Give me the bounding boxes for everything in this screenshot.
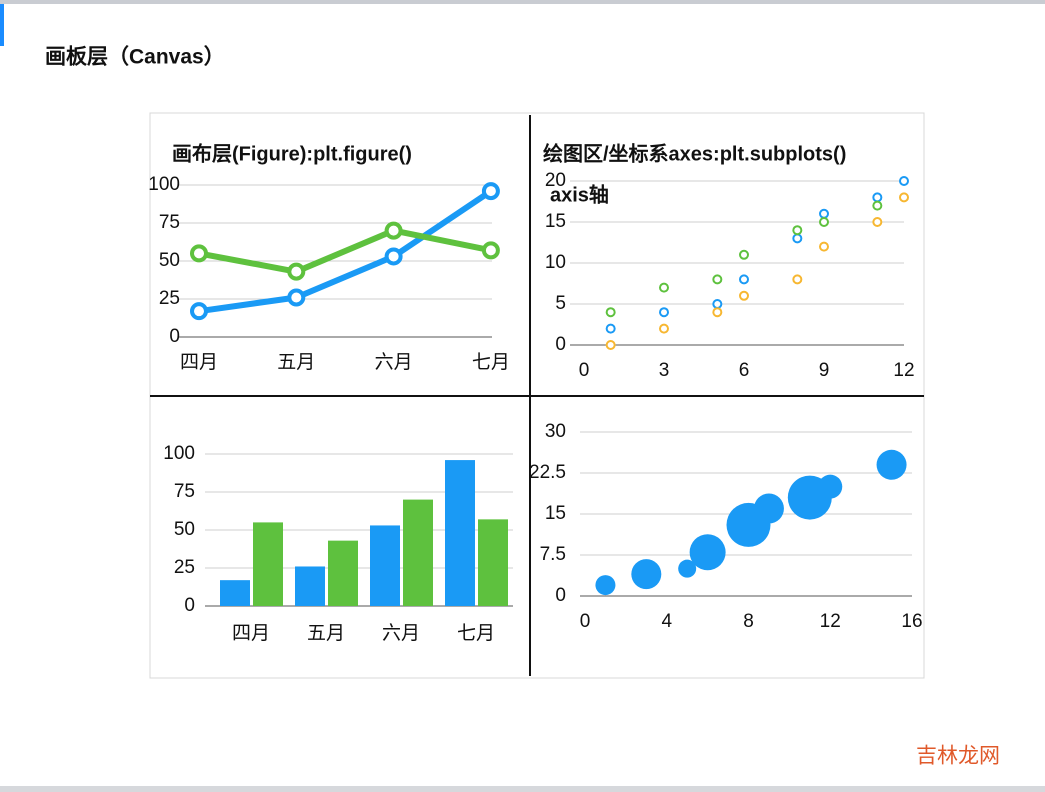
- x-tick-label: 四月: [180, 352, 218, 373]
- y-tick-label: 30: [545, 421, 566, 442]
- annotation: axis轴: [550, 182, 609, 206]
- point: [659, 323, 669, 334]
- bar: [253, 522, 283, 606]
- x-tick-label: 8: [743, 611, 754, 632]
- point: [712, 299, 723, 309]
- marker: [287, 262, 306, 281]
- point: [819, 208, 829, 219]
- bar: [295, 566, 325, 606]
- point: [899, 176, 909, 186]
- point: [819, 217, 829, 227]
- y-tick-label: 10: [545, 252, 566, 273]
- marker: [287, 288, 306, 307]
- y-tick-label: 25: [174, 557, 195, 578]
- x-tick-label: 四月: [232, 623, 270, 644]
- y-tick-label: 0: [555, 334, 566, 355]
- bubble: [595, 575, 616, 596]
- y-tick-label: 75: [159, 212, 180, 233]
- point: [872, 217, 883, 227]
- watermark: 吉林龙网: [916, 745, 1000, 768]
- chart-title: 画布层(Figure):plt.figure(): [172, 141, 412, 165]
- x-tick-label: 0: [580, 611, 591, 632]
- x-tick-label: 4: [661, 611, 672, 632]
- chart-title: 绘图区/坐标系axes:plt.subplots(): [543, 141, 846, 165]
- x-tick-label: 9: [819, 360, 830, 381]
- marker: [384, 221, 403, 240]
- marker: [190, 244, 208, 263]
- x-tick-label: 五月: [277, 352, 315, 373]
- bubble: [753, 493, 784, 524]
- point: [819, 241, 829, 252]
- bar: [478, 519, 508, 606]
- point: [712, 274, 723, 285]
- x-tick-label: 六月: [382, 622, 420, 644]
- bar: [220, 580, 250, 606]
- marker: [481, 241, 500, 260]
- x-tick-label: 16: [901, 611, 922, 632]
- y-tick-label: 5: [555, 293, 566, 314]
- line: [198, 188, 493, 315]
- y-tick-label: 75: [174, 481, 195, 502]
- x-tick-label: 六月: [375, 351, 413, 373]
- point: [872, 192, 883, 203]
- point: [739, 274, 749, 285]
- bubble: [818, 474, 843, 499]
- y-tick-label: 50: [159, 250, 180, 271]
- y-tick-label: 0: [555, 585, 566, 606]
- left-accent: [0, 4, 4, 46]
- point: [872, 200, 883, 211]
- line: [198, 227, 492, 275]
- bar: [445, 460, 475, 606]
- bar: [403, 499, 433, 606]
- point: [792, 225, 803, 236]
- y-tick-label: 22.5: [529, 462, 566, 483]
- x-tick-label: 0: [579, 360, 590, 381]
- point: [605, 323, 616, 334]
- point: [659, 307, 669, 318]
- bottom-border: [0, 786, 1045, 792]
- bubble: [876, 449, 907, 480]
- point: [739, 290, 749, 301]
- marker: [190, 302, 208, 321]
- x-tick-label: 12: [820, 611, 841, 632]
- y-tick-label: 20: [545, 170, 566, 191]
- point: [712, 307, 723, 318]
- marker: [481, 182, 500, 201]
- y-tick-label: 100: [163, 443, 195, 464]
- y-tick-label: 25: [159, 288, 180, 309]
- y-tick-label: 0: [169, 326, 180, 347]
- point: [605, 307, 616, 318]
- y-tick-label: 50: [174, 519, 195, 540]
- bubble: [678, 559, 697, 578]
- point: [739, 249, 749, 260]
- y-tick-label: 7.5: [540, 544, 566, 565]
- bar: [328, 540, 358, 606]
- y-tick-label: 100: [148, 174, 180, 195]
- point: [605, 340, 616, 350]
- slide-title: 画板层（Canvas）: [45, 45, 225, 69]
- top-border: [0, 0, 1045, 4]
- point: [659, 282, 669, 293]
- point: [899, 192, 909, 203]
- y-tick-label: 15: [545, 211, 566, 232]
- x-tick-label: 七月: [472, 351, 510, 373]
- x-tick-label: 3: [659, 360, 670, 381]
- marker: [384, 247, 403, 266]
- bubble: [689, 534, 726, 571]
- point: [792, 274, 803, 285]
- x-tick-label: 12: [893, 360, 914, 381]
- bar: [370, 525, 400, 606]
- y-tick-label: 15: [545, 503, 566, 524]
- x-tick-label: 七月: [457, 622, 495, 644]
- point: [792, 233, 803, 244]
- x-tick-label: 6: [739, 360, 750, 381]
- x-tick-label: 五月: [307, 623, 345, 644]
- y-tick-label: 0: [184, 595, 195, 616]
- bubble: [631, 559, 662, 590]
